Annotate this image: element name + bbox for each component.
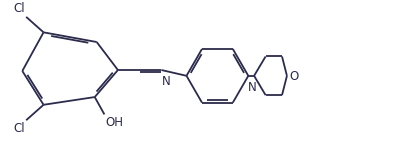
Text: N: N [248,81,257,94]
Text: Cl: Cl [14,2,25,15]
Text: N: N [162,75,171,88]
Text: O: O [290,70,299,83]
Text: Cl: Cl [14,122,25,135]
Text: OH: OH [105,116,124,129]
